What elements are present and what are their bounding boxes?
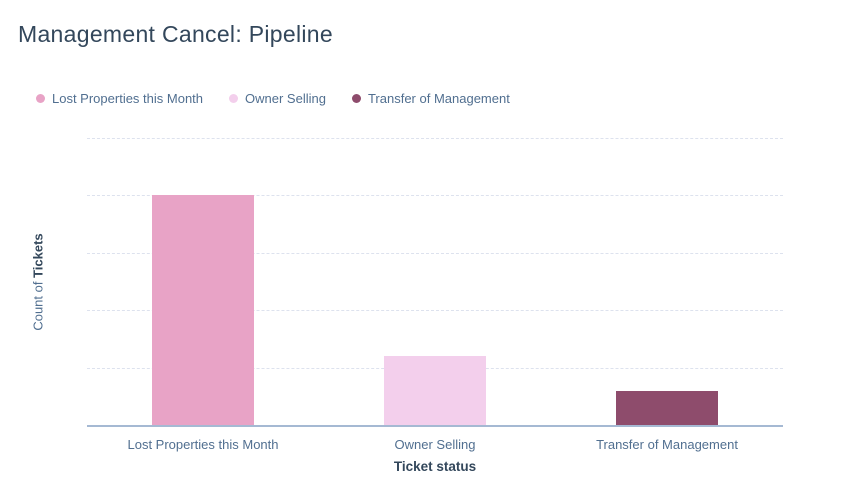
legend-item-lost-properties-this-month[interactable]: Lost Properties this Month (36, 91, 203, 106)
bar-lost-properties-this-month[interactable] (152, 195, 254, 425)
x-axis-title: Ticket status (393, 459, 477, 474)
legend-item-owner-selling[interactable]: Owner Selling (229, 91, 326, 106)
bar-slot-transfer-of-management (551, 138, 783, 425)
y-axis-title: Count of Tickets (31, 233, 46, 330)
legend-dot-icon (351, 94, 361, 103)
legend-dot-icon (229, 94, 239, 103)
y-axis-title-regular: Count of (30, 277, 46, 331)
legend-item-label: Transfer of Management (367, 91, 510, 106)
bar-slot-owner-selling (319, 138, 551, 425)
x-axis-tick-labels: Lost Properties this Month Owner Selling T… (87, 437, 783, 452)
plot-area (87, 138, 783, 427)
bar-transfer-of-management[interactable] (616, 390, 718, 425)
bar-row (87, 138, 783, 425)
gridline-20 (87, 195, 783, 197)
gridline-25 (87, 138, 783, 139)
chart-legend: Lost Properties this Month Owner Selling T… (36, 91, 510, 106)
x-tick-label-owner-selling: Owner Selling (394, 437, 476, 452)
report-title: Management Cancel: Pipeline (18, 21, 333, 47)
bar-slot-lost-properties-this-month (87, 138, 319, 425)
legend-item-label: Lost Properties this Month (52, 91, 204, 106)
bar-owner-selling[interactable] (384, 356, 486, 425)
legend-dot-icon (36, 94, 45, 103)
legend-item-label: Owner Selling (245, 91, 326, 106)
legend-item-transfer-of-management[interactable]: Transfer of Management (351, 91, 510, 106)
x-tick-label-lost-properties-this-month: Lost Properties this Month (127, 437, 279, 452)
x-tick-label-transfer-of-management: Transfer of Management (596, 437, 738, 452)
gridline-15 (87, 252, 783, 254)
y-axis-title-bold: Tickets (30, 233, 46, 278)
gridline-10 (87, 310, 783, 312)
